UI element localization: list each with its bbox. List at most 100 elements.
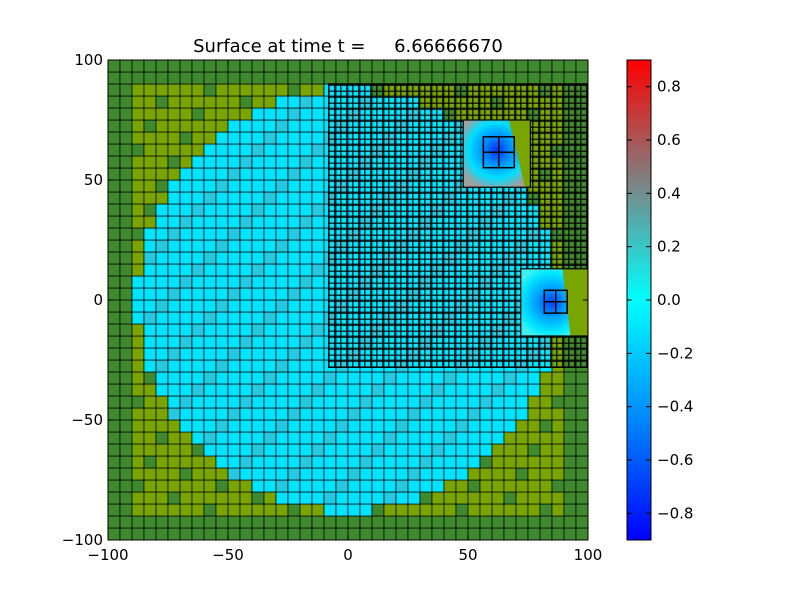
surface-cell xyxy=(527,419,541,433)
surface-cell xyxy=(215,323,229,337)
surface-cell xyxy=(155,251,169,265)
surface-cell xyxy=(311,359,325,373)
surface-cell xyxy=(299,527,313,540)
surface-cell xyxy=(479,419,493,433)
surface-cell xyxy=(143,131,157,145)
surface-cell xyxy=(131,71,145,85)
surface-cell xyxy=(299,467,313,481)
surface-cell xyxy=(251,371,265,385)
surface-cell xyxy=(455,515,469,529)
surface-cell xyxy=(155,191,169,205)
surface-cell xyxy=(191,455,205,469)
surface-cell xyxy=(539,515,553,529)
surface-cell xyxy=(443,527,457,540)
surface-cell xyxy=(227,359,241,373)
surface-cell xyxy=(287,527,301,540)
surface-cell xyxy=(551,407,565,421)
surface-cell xyxy=(251,179,265,193)
surface-cell xyxy=(323,71,337,85)
surface-cell xyxy=(167,119,181,133)
surface-cell xyxy=(551,371,565,385)
surface-cell xyxy=(215,251,229,265)
surface-cell xyxy=(431,383,445,397)
surface-cell xyxy=(131,467,145,481)
surface-cell xyxy=(155,299,169,313)
refined-patch xyxy=(520,268,588,337)
surface-cell xyxy=(108,155,121,169)
surface-cell xyxy=(179,251,193,265)
surface-cell xyxy=(275,95,289,109)
surface-cell xyxy=(287,215,301,229)
surface-cell xyxy=(395,60,409,73)
surface-cell xyxy=(239,527,253,540)
surface-cell xyxy=(215,155,229,169)
y-tick-label: 50 xyxy=(84,171,103,189)
surface-cell xyxy=(215,95,229,109)
surface-cell xyxy=(311,443,325,457)
surface-cell xyxy=(479,60,493,73)
surface-cell xyxy=(215,431,229,445)
surface-cell xyxy=(443,395,457,409)
surface-cell xyxy=(227,275,241,289)
surface-cell xyxy=(155,95,169,109)
refined-region-border xyxy=(328,83,588,368)
surface-cell xyxy=(263,515,277,529)
surface-cell xyxy=(143,431,157,445)
surface-cell xyxy=(419,443,433,457)
surface-cell xyxy=(179,299,193,313)
surface-cell xyxy=(155,515,169,529)
surface-cell xyxy=(275,515,289,529)
x-tick-label: −50 xyxy=(212,546,244,564)
surface-cell xyxy=(179,335,193,349)
surface-cell xyxy=(479,407,493,421)
surface-cell xyxy=(108,335,121,349)
surface-cell xyxy=(203,131,217,145)
surface-cell xyxy=(467,455,481,469)
surface-cell xyxy=(539,395,553,409)
surface-cell xyxy=(335,443,349,457)
surface-cell xyxy=(575,527,588,540)
surface-cell xyxy=(515,443,529,457)
surface-cell xyxy=(215,527,229,540)
surface-cell xyxy=(275,155,289,169)
surface-cell xyxy=(467,527,481,540)
surface-cell xyxy=(539,455,553,469)
surface-cell xyxy=(335,371,349,385)
surface-cell xyxy=(275,467,289,481)
surface-cell xyxy=(311,455,325,469)
surface-cell xyxy=(563,503,577,517)
surface-cell xyxy=(287,335,301,349)
surface-cell xyxy=(515,395,529,409)
surface-cell xyxy=(119,431,133,445)
surface-cell xyxy=(455,395,469,409)
surface-cell xyxy=(227,443,241,457)
surface-cell xyxy=(347,527,361,540)
surface-cell xyxy=(467,467,481,481)
surface-cell xyxy=(108,407,121,421)
surface-cell xyxy=(299,71,313,85)
surface-cell xyxy=(275,167,289,181)
surface-cell xyxy=(239,323,253,337)
surface-cell xyxy=(491,443,505,457)
surface-cell xyxy=(383,431,397,445)
surface-cell xyxy=(119,60,133,73)
surface-cell xyxy=(239,287,253,301)
surface-cell xyxy=(119,419,133,433)
surface-cell xyxy=(203,503,217,517)
colorbar-tick-label: 0.6 xyxy=(657,131,681,149)
surface-cell xyxy=(263,119,277,133)
surface-cell xyxy=(108,491,121,505)
surface-cell xyxy=(299,131,313,145)
surface-cell xyxy=(503,383,517,397)
surface-cell xyxy=(299,503,313,517)
surface-cell xyxy=(371,431,385,445)
surface-cell xyxy=(407,467,421,481)
surface-cell xyxy=(311,419,325,433)
surface-cell xyxy=(167,371,181,385)
surface-cell xyxy=(203,155,217,169)
surface-cell xyxy=(563,491,577,505)
surface-cell xyxy=(287,107,301,121)
surface-cell xyxy=(191,527,205,540)
surface-cell xyxy=(143,419,157,433)
surface-cell xyxy=(359,431,373,445)
